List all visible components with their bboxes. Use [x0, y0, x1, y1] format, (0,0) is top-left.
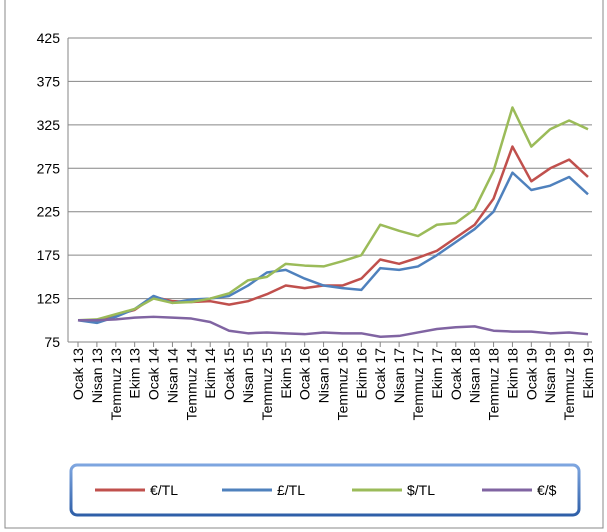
- x-tick-label: Nisan 16: [316, 348, 332, 403]
- legend-label: €/$: [537, 482, 557, 498]
- x-tick-label: Temmuz 13: [108, 348, 124, 421]
- x-tick-label: Ekim 14: [202, 348, 218, 399]
- x-tick-label: Ocak 18: [448, 348, 464, 400]
- x-tick-label: Nisan 18: [467, 348, 483, 403]
- x-tick-label: Ekim 15: [278, 348, 294, 399]
- x-tick-label: Ocak 16: [297, 348, 313, 400]
- legend-label: £/TL: [277, 482, 305, 498]
- x-tick-label: Temmuz 15: [259, 348, 275, 421]
- x-tick-label: Nisan 19: [542, 348, 558, 403]
- x-tick-label: Nisan 15: [240, 348, 256, 403]
- y-tick-label: 175: [37, 247, 61, 263]
- x-tick-label: Ekim 18: [504, 348, 520, 399]
- x-tick-label: Nisan 17: [391, 348, 407, 403]
- chart-frame: [4, 0, 604, 529]
- x-tick-label: Ocak 17: [372, 348, 388, 400]
- y-tick-label: 375: [37, 73, 61, 89]
- y-tick-label: 225: [37, 204, 61, 220]
- x-tick-label: Temmuz 16: [334, 348, 350, 421]
- x-tick-label: Ekim 16: [353, 348, 369, 399]
- legend-label: $/TL: [407, 482, 435, 498]
- legend-box: [69, 463, 581, 517]
- line: [78, 315, 589, 339]
- x-tick-label: Temmuz 18: [486, 348, 502, 421]
- legend-label: €/TL: [150, 482, 178, 498]
- x-tick-label: Nisan 14: [164, 348, 180, 403]
- y-tick-label: 75: [44, 334, 60, 350]
- x-tick-label: Ekim 19: [580, 348, 596, 399]
- x-tick-label: Ocak 14: [146, 348, 162, 400]
- x-tick-label: Nisan 13: [89, 348, 105, 403]
- x-tick-label: Temmuz 14: [183, 348, 199, 421]
- x-tick-label: Ocak 15: [221, 348, 237, 400]
- x-tick-label: Temmuz 19: [561, 348, 577, 421]
- y-tick-label: 325: [37, 117, 61, 133]
- y-tick-label: 275: [37, 160, 61, 176]
- line: [77, 171, 589, 325]
- x-tick-label: Temmuz 17: [410, 348, 426, 421]
- x-tick-label: Ekim 13: [127, 348, 143, 399]
- x-tick-label: Ocak 13: [70, 348, 86, 400]
- x-tick-label: Ekim 17: [429, 348, 445, 399]
- line: [77, 106, 589, 322]
- y-tick-label: 425: [37, 30, 61, 46]
- x-tick-label: Ocak 19: [523, 348, 539, 400]
- y-tick-label: 125: [37, 291, 61, 307]
